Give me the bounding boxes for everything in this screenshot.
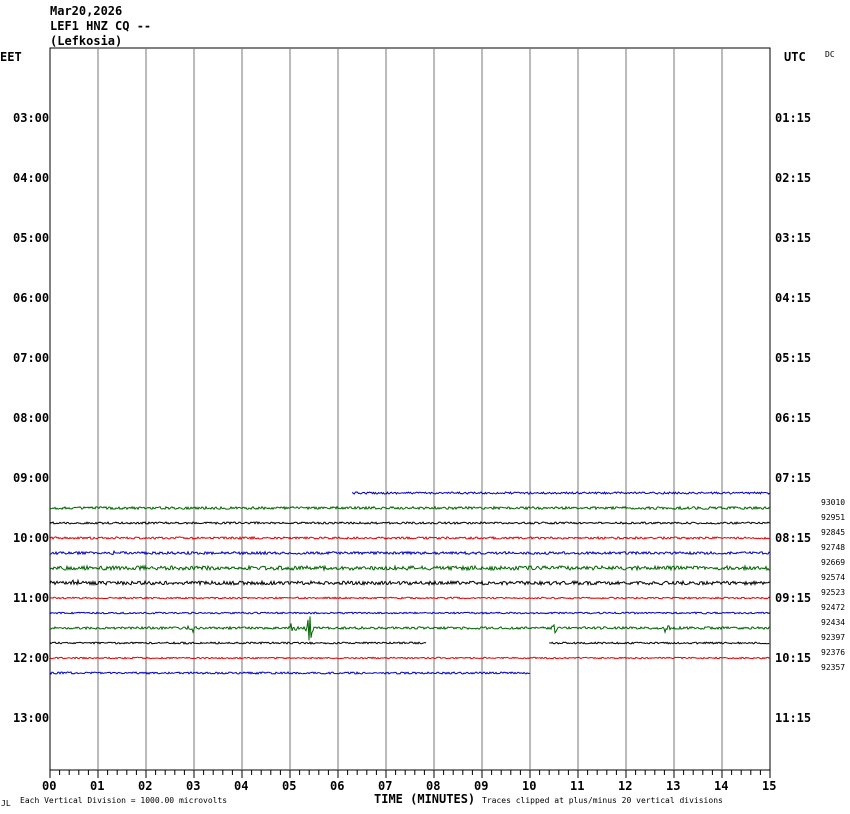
x-tick-label: 08	[426, 779, 441, 793]
trace-count-label: 92472	[821, 603, 846, 612]
x-axis-title: TIME (MINUTES)	[374, 792, 476, 806]
trace-count-label: 92574	[821, 573, 846, 582]
x-tick-label: 06	[330, 779, 345, 793]
right-time-label: 11:15	[775, 711, 812, 725]
x-tick-label: 07	[378, 779, 393, 793]
right-time-label: 02:15	[775, 171, 812, 185]
x-tick-label: 15	[762, 779, 777, 793]
corner-mark: JL	[1, 799, 11, 808]
trace-line	[351, 491, 770, 495]
left-time-label: 10:00	[13, 531, 50, 545]
x-tick-label: 03	[186, 779, 201, 793]
header-location: (Lefkosia)	[50, 34, 123, 48]
trace-line	[49, 611, 771, 615]
header-date: Mar20,2026	[50, 4, 123, 18]
right-time-label: 07:15	[775, 471, 812, 485]
header-station: LEF1 HNZ CQ --	[50, 19, 152, 33]
left-time-label: 11:00	[13, 591, 50, 605]
left-time-label: 07:00	[13, 351, 50, 365]
left-time-label: 12:00	[13, 651, 50, 665]
x-tick-label: 10	[522, 779, 537, 793]
x-tick-label: 09	[474, 779, 489, 793]
plot-frame	[49, 47, 771, 771]
vertical-grid	[97, 48, 723, 770]
left-time-label: 04:00	[13, 171, 50, 185]
trace-count-label: 93010	[821, 498, 846, 507]
trace-line	[49, 656, 771, 660]
right-time-label: 10:15	[775, 651, 812, 665]
x-tick-label: 01	[90, 779, 105, 793]
trace-count-label: 92669	[821, 558, 846, 567]
trace-line	[49, 641, 427, 645]
trace-line	[49, 564, 771, 572]
right-time-label: 08:15	[775, 531, 812, 545]
x-axis-ticks	[49, 770, 771, 778]
dc-label: DC	[825, 50, 835, 59]
trace-line	[49, 596, 771, 600]
trace-line	[549, 641, 770, 645]
right-timezone-label: UTC	[784, 50, 806, 64]
left-time-label: 05:00	[13, 231, 50, 245]
trace-line	[49, 578, 771, 587]
x-tick-label: 02	[138, 779, 153, 793]
seismic-traces	[49, 491, 771, 675]
x-tick-label: 11	[570, 779, 585, 793]
left-time-label: 09:00	[13, 471, 50, 485]
trace-line	[49, 671, 531, 675]
trace-count-label: 92397	[821, 633, 846, 642]
trace-line	[49, 549, 771, 556]
right-time-label: 01:15	[775, 111, 812, 125]
left-time-label: 03:00	[13, 111, 50, 125]
x-tick-label: 14	[714, 779, 729, 793]
x-tick-label: 05	[282, 779, 297, 793]
x-tick-label: 12	[618, 779, 633, 793]
trace-count-label: 92748	[821, 543, 846, 552]
right-time-label: 06:15	[775, 411, 812, 425]
trace-count-label: 92845	[821, 528, 846, 537]
left-time-label: 13:00	[13, 711, 50, 725]
trace-line	[49, 505, 771, 511]
trace-count-label: 92434	[821, 618, 846, 627]
trace-line	[49, 616, 771, 641]
trace-count-label: 92523	[821, 588, 846, 597]
left-time-label: 06:00	[13, 291, 50, 305]
trace-line	[49, 535, 771, 541]
x-tick-label: 00	[42, 779, 57, 793]
right-time-label: 04:15	[775, 291, 812, 305]
left-time-label: 08:00	[13, 411, 50, 425]
right-time-label: 09:15	[775, 591, 812, 605]
right-time-label: 05:15	[775, 351, 812, 365]
trace-count-label: 92357	[821, 663, 846, 672]
right-time-label: 03:15	[775, 231, 812, 245]
x-tick-label: 04	[234, 779, 249, 793]
clip-note: Traces clipped at plus/minus 20 vertical…	[482, 796, 723, 805]
x-tick-label: 13	[666, 779, 681, 793]
trace-count-label: 92951	[821, 513, 846, 522]
vertical-division-note: Each Vertical Division = 1000.00 microvo…	[20, 796, 228, 805]
left-timezone-label: EET	[0, 50, 22, 64]
trace-count-label: 92376	[821, 648, 846, 657]
trace-line	[49, 521, 771, 525]
